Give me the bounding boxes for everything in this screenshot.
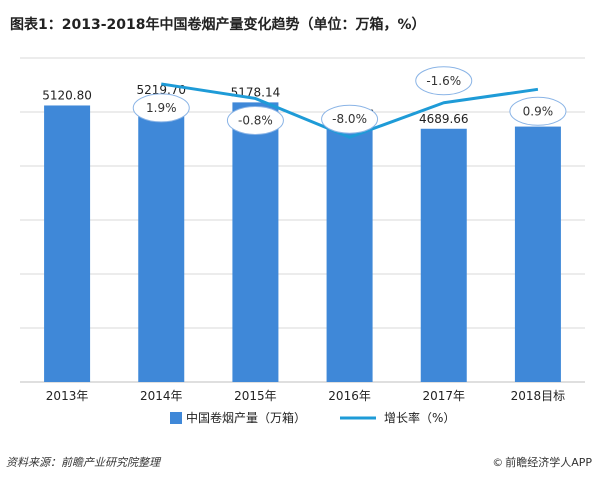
growth-value-label: -1.6%: [426, 74, 461, 88]
bar: [420, 128, 467, 382]
source-note: 资料来源：前瞻产业研究院整理: [6, 456, 160, 469]
growth-callout: [509, 96, 567, 126]
growth-callout: [132, 93, 190, 123]
legend-bar-label: 中国卷烟产量（万箱）: [186, 410, 306, 425]
bar-value-label: 4689.66: [419, 112, 469, 126]
x-tick-label: 2017年: [422, 389, 465, 403]
x-tick-label: 2014年: [140, 389, 183, 403]
growth-value-label: -0.8%: [238, 113, 273, 127]
growth-value-label: 0.9%: [523, 104, 554, 118]
bar: [138, 100, 185, 382]
growth-line: [161, 82, 539, 139]
brand-footer: © 前瞻经济学人APP: [492, 454, 592, 470]
x-tick-label: 2016年: [328, 389, 371, 403]
growth-value-label: 1.9%: [146, 101, 177, 115]
growth-callout: [415, 66, 473, 96]
x-tick-label: 2018目标: [511, 389, 566, 403]
chart-title: 图表1：2013-2018年中国卷烟产量变化趋势（单位：万箱，%）: [10, 17, 426, 33]
growth-callout: [226, 105, 284, 135]
copyright-icon: ©: [492, 456, 504, 469]
legend-line-label: 增长率（%）: [384, 410, 455, 425]
bar: [514, 126, 561, 382]
x-tick-label: 2013年: [46, 389, 89, 403]
x-tick-label: 2015年: [234, 389, 277, 403]
growth-value-label: -8.0%: [332, 112, 367, 126]
growth-callout: [321, 104, 379, 134]
bar: [326, 124, 373, 382]
bar-value-label: 5120.80: [42, 88, 92, 102]
brand-label: 前瞻经济学人APP: [505, 456, 592, 469]
legend-bar-swatch: [170, 412, 182, 424]
bar: [232, 102, 279, 383]
bar: [44, 105, 91, 382]
